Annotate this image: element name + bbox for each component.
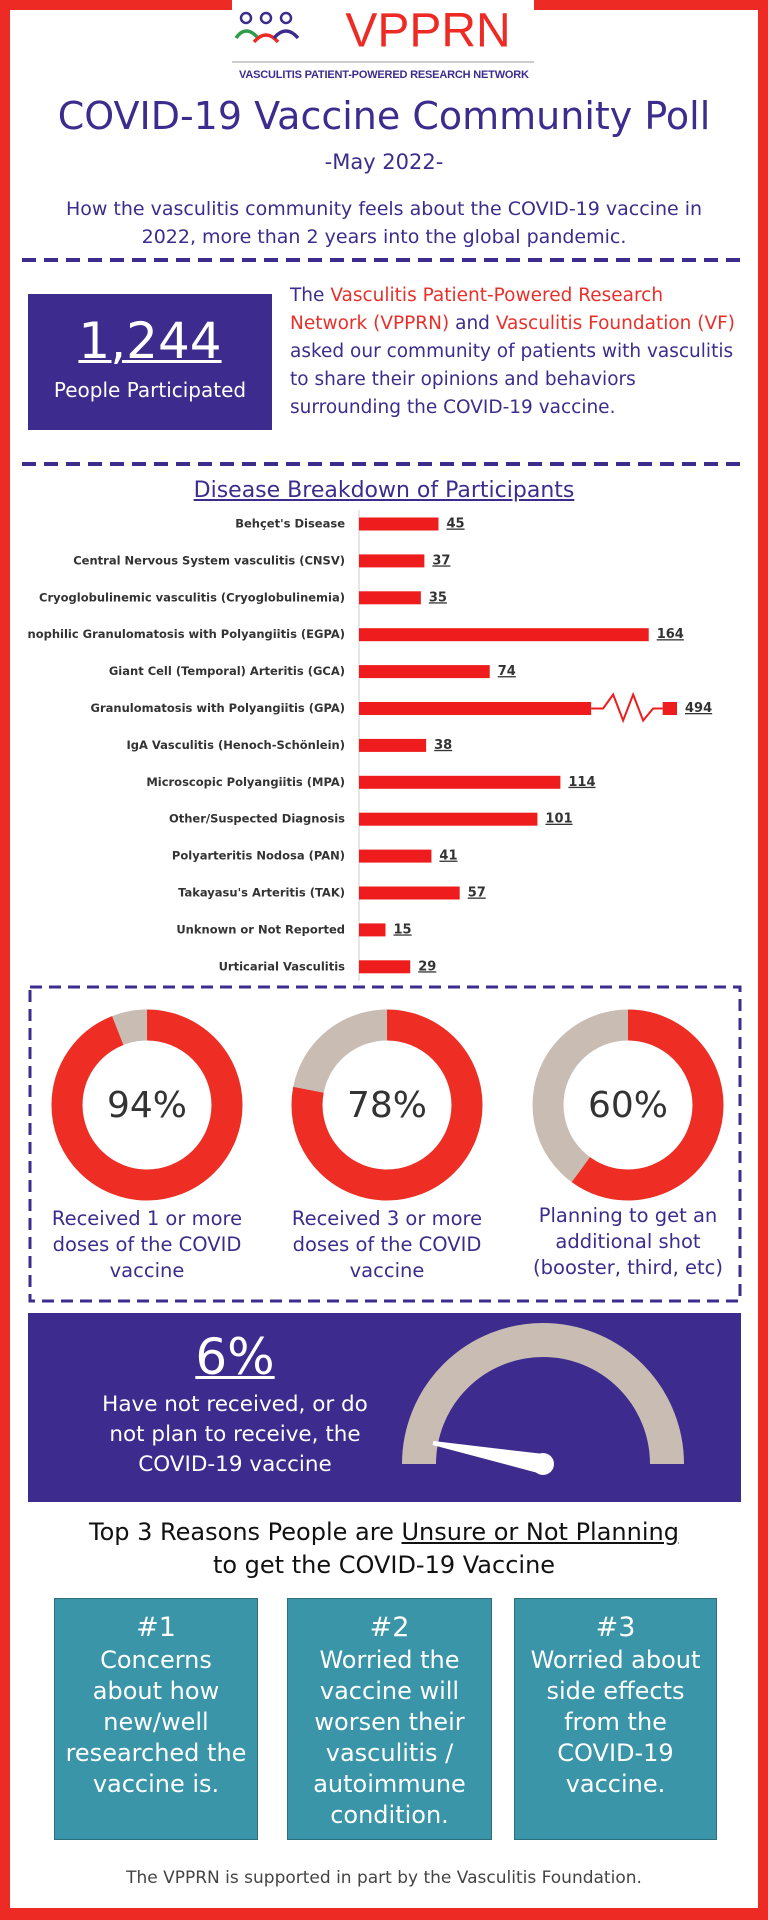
donut-label: 60% [588, 1085, 668, 1126]
intro-paragraph: The Vasculitis Patient-Powered Research … [290, 282, 740, 422]
intro-text: The [290, 285, 325, 306]
category-label: Unknown or Not Reported [176, 922, 345, 936]
category-label: Cryoglobulinemic vasculitis (Cryoglobuli… [39, 590, 345, 604]
participants-count: 1,244 [78, 312, 222, 370]
gauge-needle [432, 1441, 545, 1474]
bar-break [591, 691, 663, 724]
category-label: IgA Vasculitis (Henoch-Schönlein) [126, 738, 345, 752]
reason-rank: #1 [136, 1612, 176, 1643]
value-label: 41 [439, 849, 457, 864]
chart-title: Disease Breakdown of Participants [193, 478, 575, 503]
donut-arc [532, 1009, 724, 1201]
logo-icon [234, 11, 300, 44]
donut-arc [51, 1009, 243, 1201]
category-label: Giant Cell (Temporal) Arteritis (GCA) [109, 664, 345, 678]
bar [359, 886, 460, 900]
reasons-title-part: Unsure or Not Planning [401, 1518, 679, 1546]
category-label: Eosinophilic Granulomatosis with Polyang… [1, 627, 345, 641]
donut-caption: Planning to get an additional shot (boos… [533, 1204, 723, 1279]
participants-label: People Participated [53, 378, 247, 402]
reason-rank: #3 [595, 1612, 636, 1643]
intro-text: Vasculitis Patient-Powered Research Netw… [290, 285, 664, 334]
bar [359, 691, 677, 724]
donut-caption: Received 3 or more doses of the COVID va… [291, 1207, 483, 1282]
value-label: 35 [429, 590, 447, 605]
value-label: 494 [685, 701, 712, 716]
category-label: Granulomatosis with Polyangiitis (GPA) [91, 701, 345, 715]
logo-background [232, 0, 534, 14]
title: COVID-19 Vaccine Community Poll [57, 94, 711, 138]
value-label: 114 [568, 775, 595, 790]
value-label: 74 [498, 664, 516, 679]
bar [359, 628, 649, 642]
donut-frame [28, 985, 742, 1303]
value-label: 45 [447, 517, 465, 532]
value-label: 15 [394, 922, 412, 937]
gauge-value: 6% [195, 1328, 275, 1386]
reason-box: #2 Worried the vaccine will worsen their … [287, 1598, 492, 1840]
participants-box: 1,244 People Participated [28, 294, 272, 430]
donut-caption: Received 1 or more doses of the COVID va… [51, 1207, 243, 1282]
bar [359, 960, 411, 974]
bar [359, 591, 421, 605]
donut-label: 94% [107, 1085, 187, 1126]
value-label: 57 [468, 886, 486, 901]
date: -May 2022- [324, 150, 444, 174]
value-label: 38 [434, 738, 452, 753]
bar [359, 517, 439, 531]
logo-subtitle: VASCULITIS PATIENT-POWERED RESEARCH NETW… [239, 69, 529, 81]
donut-arc [291, 1009, 483, 1201]
category-label: Central Nervous System vasculitis (CNSV) [73, 553, 345, 567]
reason-text: Worried the vaccine will worsen their va… [313, 1646, 466, 1829]
bar-segment [359, 702, 592, 715]
category-label: Behçet's Disease [235, 517, 345, 531]
category-label: Other/Suspected Diagnosis [169, 812, 345, 826]
category-label: Urticarial Vasculitis [219, 959, 346, 973]
reason-box: #3 Worried about side effects from the CO… [514, 1598, 717, 1840]
value-label: 37 [432, 553, 450, 568]
reason-text: Concerns about how new/well researched t… [65, 1646, 247, 1798]
gauge-hub [532, 1453, 554, 1475]
bar [359, 665, 490, 679]
reason-box: #1 Concerns about how new/well researched… [54, 1598, 258, 1840]
reasons-title-part: to get the COVID-19 Vaccine [212, 1551, 556, 1579]
bar [359, 775, 561, 789]
gauge-track [402, 1323, 684, 1465]
logo-text: VPPRN [345, 5, 510, 58]
bar [359, 849, 432, 863]
intro-text: and [455, 313, 490, 334]
value-label: 101 [545, 812, 572, 827]
reason-text: Worried about side effects from the COVI… [530, 1646, 701, 1798]
reason-rank: #2 [369, 1612, 410, 1643]
intro-text: asked our community of patients with vas… [290, 341, 734, 418]
bar [359, 738, 427, 752]
donut-label: 78% [347, 1085, 427, 1126]
category-label: Microscopic Polyangiitis (MPA) [146, 775, 345, 789]
gauge-panel [28, 1313, 741, 1502]
gauge-caption: Have not received, or do not plan to rec… [102, 1392, 368, 1477]
category-label: Takayasu's Arteritis (TAK) [178, 886, 345, 900]
intro-text: Vasculitis Foundation (VF) [495, 313, 735, 334]
reasons-title: Top 3 Reasons People are Unsure or Not P… [20, 1516, 748, 1582]
bar [359, 554, 425, 568]
description: How the vasculitis community feels about… [65, 198, 703, 248]
value-label: 164 [657, 627, 684, 642]
value-label: 29 [418, 959, 436, 974]
bar-segment [662, 702, 677, 715]
bar [359, 923, 386, 937]
plot-area: Behçet's Disease 45 Central Nervous System… [1, 510, 724, 1475]
category-label: Polyarteritis Nodosa (PAN) [172, 849, 345, 863]
bar [359, 812, 538, 826]
footer: The VPPRN is supported in part by the Va… [126, 1868, 642, 1888]
reasons-title-part: Top 3 Reasons People are [89, 1518, 394, 1546]
